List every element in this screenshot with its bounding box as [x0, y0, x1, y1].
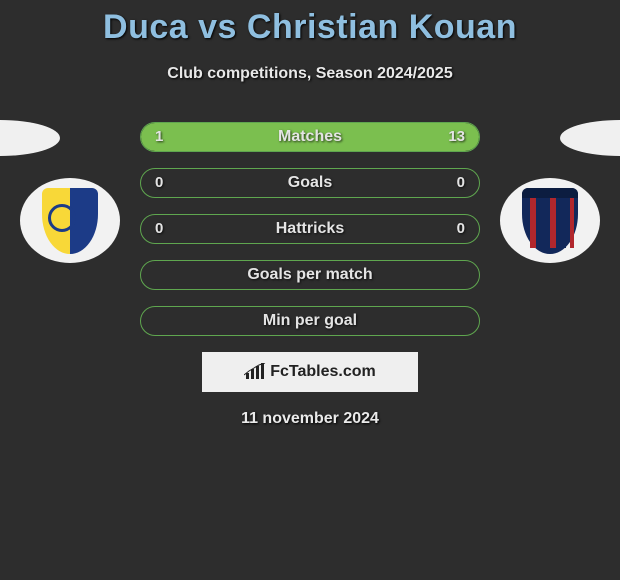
stat-value-right: 0	[457, 169, 465, 198]
stat-row-hattricks: 0 Hattricks 0	[140, 214, 480, 244]
decor-ellipse-right	[560, 120, 620, 156]
shield-icon	[42, 188, 98, 254]
title-vs: vs	[188, 8, 247, 46]
decor-ellipse-left	[0, 120, 60, 156]
watermark-text: FcTables.com	[270, 363, 376, 381]
stat-row-matches: 1 Matches 13	[140, 122, 480, 152]
subtitle: Club competitions, Season 2024/2025	[0, 65, 620, 83]
shield-icon	[522, 188, 578, 254]
player-b-name: Christian Kouan	[247, 8, 517, 46]
stat-value-right: 0	[457, 215, 465, 244]
stat-row-goals: 0 Goals 0	[140, 168, 480, 198]
watermark: FcTables.com	[202, 352, 418, 392]
stat-label: Goals	[141, 169, 479, 198]
stat-label: Hattricks	[141, 215, 479, 244]
stats-panel: 1 Matches 13 0 Goals 0 0 Hattricks 0 Goa…	[140, 122, 480, 428]
stat-label: Matches	[141, 123, 479, 152]
stat-label: Min per goal	[141, 307, 479, 336]
date-label: 11 november 2024	[140, 410, 480, 428]
team-a-crest	[20, 178, 120, 263]
team-b-crest	[500, 178, 600, 263]
stat-value-right: 13	[448, 123, 465, 152]
player-a-name: Duca	[103, 8, 188, 46]
stat-label: Goals per match	[141, 261, 479, 290]
page-title: Duca vs Christian Kouan	[0, 0, 620, 47]
stat-row-goals-per-match: Goals per match	[140, 260, 480, 290]
stat-row-min-per-goal: Min per goal	[140, 306, 480, 336]
bar-chart-icon	[244, 363, 266, 381]
